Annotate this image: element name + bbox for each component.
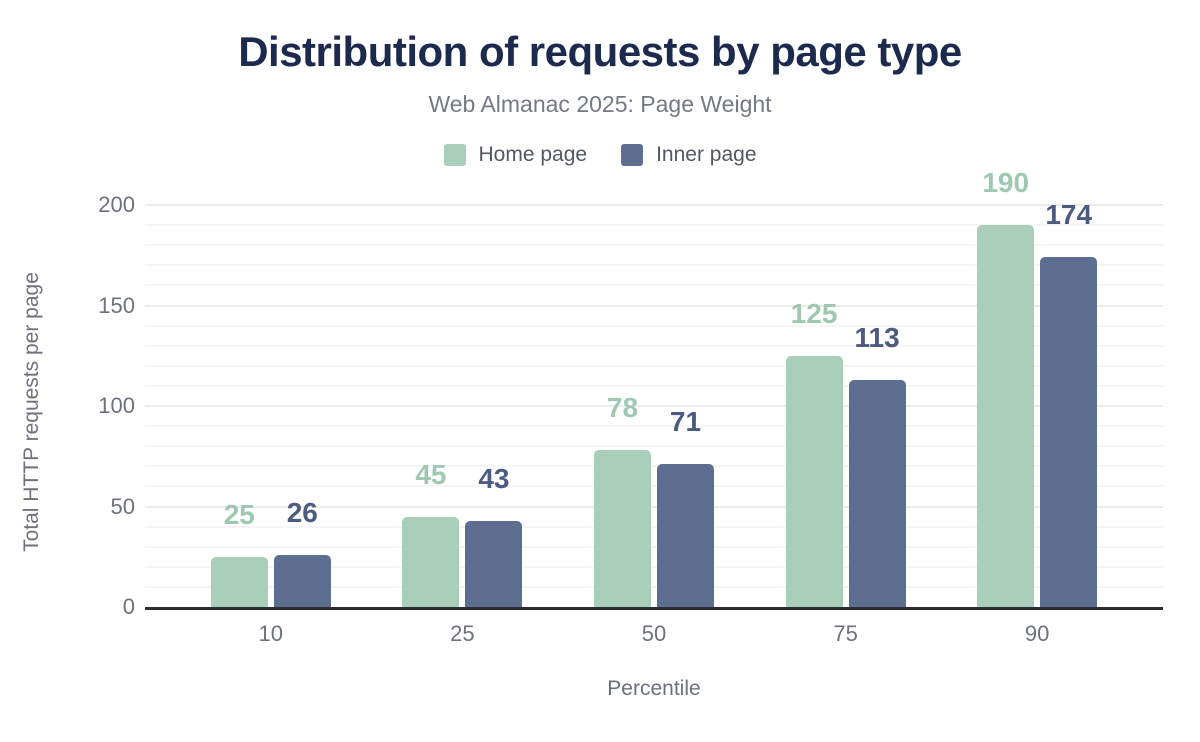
- bar-groups: 25 26 10 45 43 25 78 71 50 125 113 75 190 174 90: [145, 169, 1163, 646]
- gridline: [145, 485, 1163, 488]
- legend-label: Inner page: [656, 143, 757, 166]
- bar-inner-page: [465, 520, 523, 607]
- legend-swatch: [443, 144, 466, 166]
- bar-value-label: 43: [478, 462, 510, 494]
- bar-wrap: 113: [848, 323, 906, 607]
- bar-home-page: [593, 450, 651, 607]
- x-tick-label: 10: [258, 621, 284, 646]
- bar-inner-page: [273, 554, 331, 607]
- gridline: [145, 204, 1163, 206]
- gridline: [145, 384, 1163, 387]
- chart-subtitle: Web Almanac 2025: Page Weight: [428, 91, 772, 117]
- y-tick-label: 200: [98, 192, 135, 217]
- bar-wrap: 71: [656, 408, 714, 607]
- bar-wrap: 125: [785, 299, 843, 607]
- legend-item: Home page: [443, 143, 588, 167]
- gridline: [145, 545, 1163, 548]
- bar-wrap: 174: [1040, 201, 1098, 607]
- bar-group: 78 71 50: [558, 205, 750, 646]
- bar-value-label: 26: [286, 496, 318, 528]
- bar-group: 45 43 25: [367, 205, 559, 646]
- bar-home-page: [402, 516, 460, 607]
- bar-wrap: 78: [593, 394, 651, 607]
- gridline: [145, 264, 1163, 267]
- legend-swatch: [621, 144, 644, 166]
- bar-inner-page: [848, 379, 906, 607]
- gridline: [145, 224, 1163, 227]
- gridline: [145, 364, 1163, 367]
- y-tick-label: 100: [98, 393, 135, 418]
- bar-wrap: 25: [210, 500, 268, 607]
- gridline: [145, 244, 1163, 247]
- y-tick-label: 0: [122, 594, 135, 619]
- bar-wrap: 45: [402, 460, 460, 607]
- y-tick-label: 50: [110, 493, 135, 519]
- bar-value-label: 25: [223, 498, 255, 530]
- y-tick-label: 150: [98, 292, 135, 318]
- gridline: [145, 565, 1163, 568]
- bar-group: 125 113 75: [750, 205, 942, 646]
- x-tick-label: 75: [833, 621, 858, 646]
- gridline: [145, 405, 1163, 407]
- plot-area: 25 26 10 45 43 25 78 71 50 125 113 75 190 174 90: [145, 169, 1163, 646]
- gridline: [145, 505, 1163, 508]
- chart-legend: Home page Inner page: [0, 143, 1200, 167]
- gridline: [145, 425, 1163, 428]
- bar-value-label: 45: [415, 458, 447, 490]
- bar-inner-page: [656, 464, 714, 607]
- x-tick-label: 25: [450, 621, 475, 646]
- gridline: [145, 585, 1163, 588]
- x-tick-label: 50: [641, 621, 667, 646]
- chart-title: Distribution of requests by page type: [238, 28, 962, 75]
- gridline: [145, 344, 1163, 347]
- bar-wrap: 26: [273, 498, 331, 607]
- gridline: [145, 465, 1163, 468]
- bar-wrap: 43: [465, 464, 523, 607]
- gridline: [145, 324, 1163, 327]
- y-axis-title: Total HTTP requests per page: [20, 272, 43, 552]
- legend-label: Home page: [478, 143, 588, 166]
- bar-value-label: 125: [790, 297, 838, 329]
- gridline: [145, 304, 1163, 307]
- bar-value-label: 113: [854, 321, 900, 353]
- bar-value-label: 71: [669, 406, 702, 438]
- bar-home-page: [210, 556, 268, 607]
- gridline: [145, 284, 1163, 287]
- gridline: [145, 525, 1163, 528]
- x-axis-title: Percentile: [607, 677, 701, 700]
- bar-wrap: 190: [977, 169, 1035, 607]
- bar-inner-page: [1040, 257, 1098, 607]
- bar-value-label: 174: [1045, 199, 1093, 231]
- bar-value-label: 190: [982, 167, 1030, 199]
- bar-group: 190 174 90: [941, 169, 1133, 646]
- bar-group: 25 26 10: [175, 205, 367, 646]
- bar-home-page: [977, 225, 1035, 607]
- legend-item: Inner page: [621, 143, 757, 167]
- gridline: [145, 445, 1163, 448]
- bar-value-label: 78: [606, 392, 639, 424]
- bar-home-page: [785, 355, 843, 607]
- x-tick-label: 90: [1024, 621, 1050, 646]
